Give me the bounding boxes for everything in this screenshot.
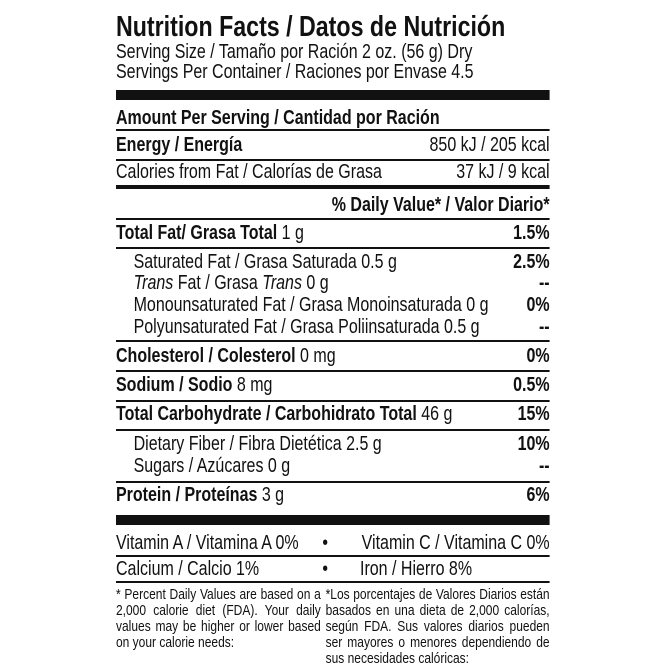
total-fat-row: Total Fat/ Grasa Total 1 g 1.5% [116, 221, 550, 245]
protein-row: Protein / Proteínas 3 g 6% [116, 483, 550, 507]
divider [116, 247, 550, 249]
divider [116, 370, 550, 372]
mono-fat-label: Monounsaturated Fat / Grasa Monoinsatura… [133, 294, 489, 316]
daily-value-header-text: % Daily Value* / Valor Diario* [331, 194, 550, 216]
carbohydrate-amount: 46 g [416, 403, 453, 425]
sugars-row: Sugars / Azúcares 0 g -- [116, 454, 550, 478]
trans-italic: Trans [133, 272, 174, 294]
nutrition-facts-label: Nutrition Facts / Datos de Nutrición Ser… [116, 0, 550, 667]
trans-fat-text: Fat / Grasa [173, 272, 263, 294]
footnote-english: * Percent Daily Values are based on a 2,… [116, 586, 321, 651]
sugars-label: Sugars / Azúcares 0 g [133, 455, 291, 477]
energy-label: Energy / Energía [116, 134, 243, 156]
cholesterol-row: Cholesterol / Colesterol 0 mg 0% [116, 344, 550, 368]
fiber-label: Dietary Fiber / Fibra Dietética 2.5 g [133, 433, 382, 455]
saturated-fat-row: Saturated Fat / Grasa Saturada 0.5 g 2.5% [116, 250, 550, 274]
cholesterol-label: Cholesterol / Colesterol [116, 345, 296, 367]
poly-fat-dv: -- [538, 316, 550, 338]
iron: Iron / Hierro 8% [360, 558, 473, 580]
bullet-separator: • [322, 558, 329, 580]
trans-italic: Trans [262, 272, 302, 294]
footnote-spanish: *Los porcentajes de Valores Diarios está… [325, 586, 550, 667]
calories-fat-value: 37 kJ / 9 kcal [456, 161, 550, 183]
sodium-dv: 0.5% [513, 374, 550, 396]
medium-divider [116, 185, 550, 189]
divider [116, 218, 550, 220]
energy-value: 850 kJ / 205 kcal [429, 134, 550, 156]
amount-per-serving-text: Amount Per Serving / Cantidad por Ración [116, 107, 440, 129]
carbohydrate-dv: 15% [517, 403, 550, 425]
trans-fat-dv: -- [538, 272, 550, 294]
protein-label: Protein / Proteínas [116, 484, 258, 506]
divider [116, 340, 550, 342]
divider [116, 159, 550, 161]
total-fat-amount: 1 g [277, 222, 304, 244]
divider [116, 429, 550, 431]
cholesterol-amount: 0 mg [295, 345, 336, 367]
calories-fat-label: Calories from Fat / Calorías de Grasa [116, 161, 382, 183]
carbohydrate-label: Total Carbohydrate / Carbohidrato Total [116, 403, 417, 425]
sodium-amount: 8 mg [232, 374, 273, 396]
sodium-row: Sodium / Sodio 8 mg 0.5% [116, 373, 550, 397]
divider [116, 400, 550, 402]
amount-per-serving: Amount Per Serving / Cantidad por Ración [116, 106, 550, 130]
serving-size-text: Serving Size / Tamaño por Ración 2 oz. (… [116, 41, 473, 63]
daily-value-header: % Daily Value* / Valor Diario* [116, 193, 550, 217]
divider [116, 481, 550, 483]
fiber-dv: 10% [517, 433, 550, 455]
vitamin-c: Vitamin C / Vitamina C 0% [361, 532, 550, 554]
divider [116, 129, 550, 131]
sodium-label: Sodium / Sodio [116, 374, 233, 396]
carbohydrate-row: Total Carbohydrate / Carbohidrato Total … [116, 402, 550, 426]
label-title: Nutrition Facts / Datos de Nutrición [116, 11, 506, 43]
vitamin-row-2: Calcium / Calcio 1% • Iron / Hierro 8% [116, 557, 550, 581]
mono-fat-dv: 0% [526, 294, 550, 316]
protein-dv: 6% [526, 484, 550, 506]
cholesterol-dv: 0% [526, 345, 550, 367]
thick-divider [116, 90, 550, 100]
mono-fat-row: Monounsaturated Fat / Grasa Monoinsatura… [116, 293, 550, 317]
divider [116, 555, 550, 557]
vitamin-a: Vitamin A / Vitamina A 0% [116, 532, 299, 554]
bullet-separator: • [322, 532, 329, 554]
servings-per-container-text: Servings Per Container / Raciones por En… [116, 61, 474, 83]
servings-per-container: Servings Per Container / Raciones por En… [116, 60, 550, 84]
sugars-dv: -- [538, 455, 550, 477]
fiber-row: Dietary Fiber / Fibra Dietética 2.5 g 10% [116, 432, 550, 456]
protein-amount: 3 g [257, 484, 285, 506]
total-fat-label: Total Fat/ Grasa Total [116, 222, 278, 244]
calories-fat-row: Calories from Fat / Calorías de Grasa 37 … [116, 160, 550, 184]
poly-fat-label: Polyunsaturated Fat / Grasa Poliinsatura… [133, 316, 480, 338]
saturated-fat-label: Saturated Fat / Grasa Saturada 0.5 g [133, 251, 397, 273]
trans-fat-amount: 0 g [301, 272, 329, 294]
vitamin-row-1: Vitamin A / Vitamina A 0% • Vitamin C / Vi… [116, 531, 550, 555]
trans-fat-row: Trans Fat / Grasa Trans 0 g -- [116, 271, 550, 295]
calcium: Calcium / Calcio 1% [116, 558, 260, 580]
total-fat-dv: 1.5% [513, 222, 550, 244]
divider [116, 581, 550, 583]
serving-size: Serving Size / Tamaño por Ración 2 oz. (… [116, 40, 550, 64]
energy-row: Energy / Energía 850 kJ / 205 kcal [116, 133, 550, 157]
poly-fat-row: Polyunsaturated Fat / Grasa Poliinsatura… [116, 315, 550, 339]
saturated-fat-dv: 2.5% [513, 251, 550, 273]
thick-divider [116, 515, 550, 525]
